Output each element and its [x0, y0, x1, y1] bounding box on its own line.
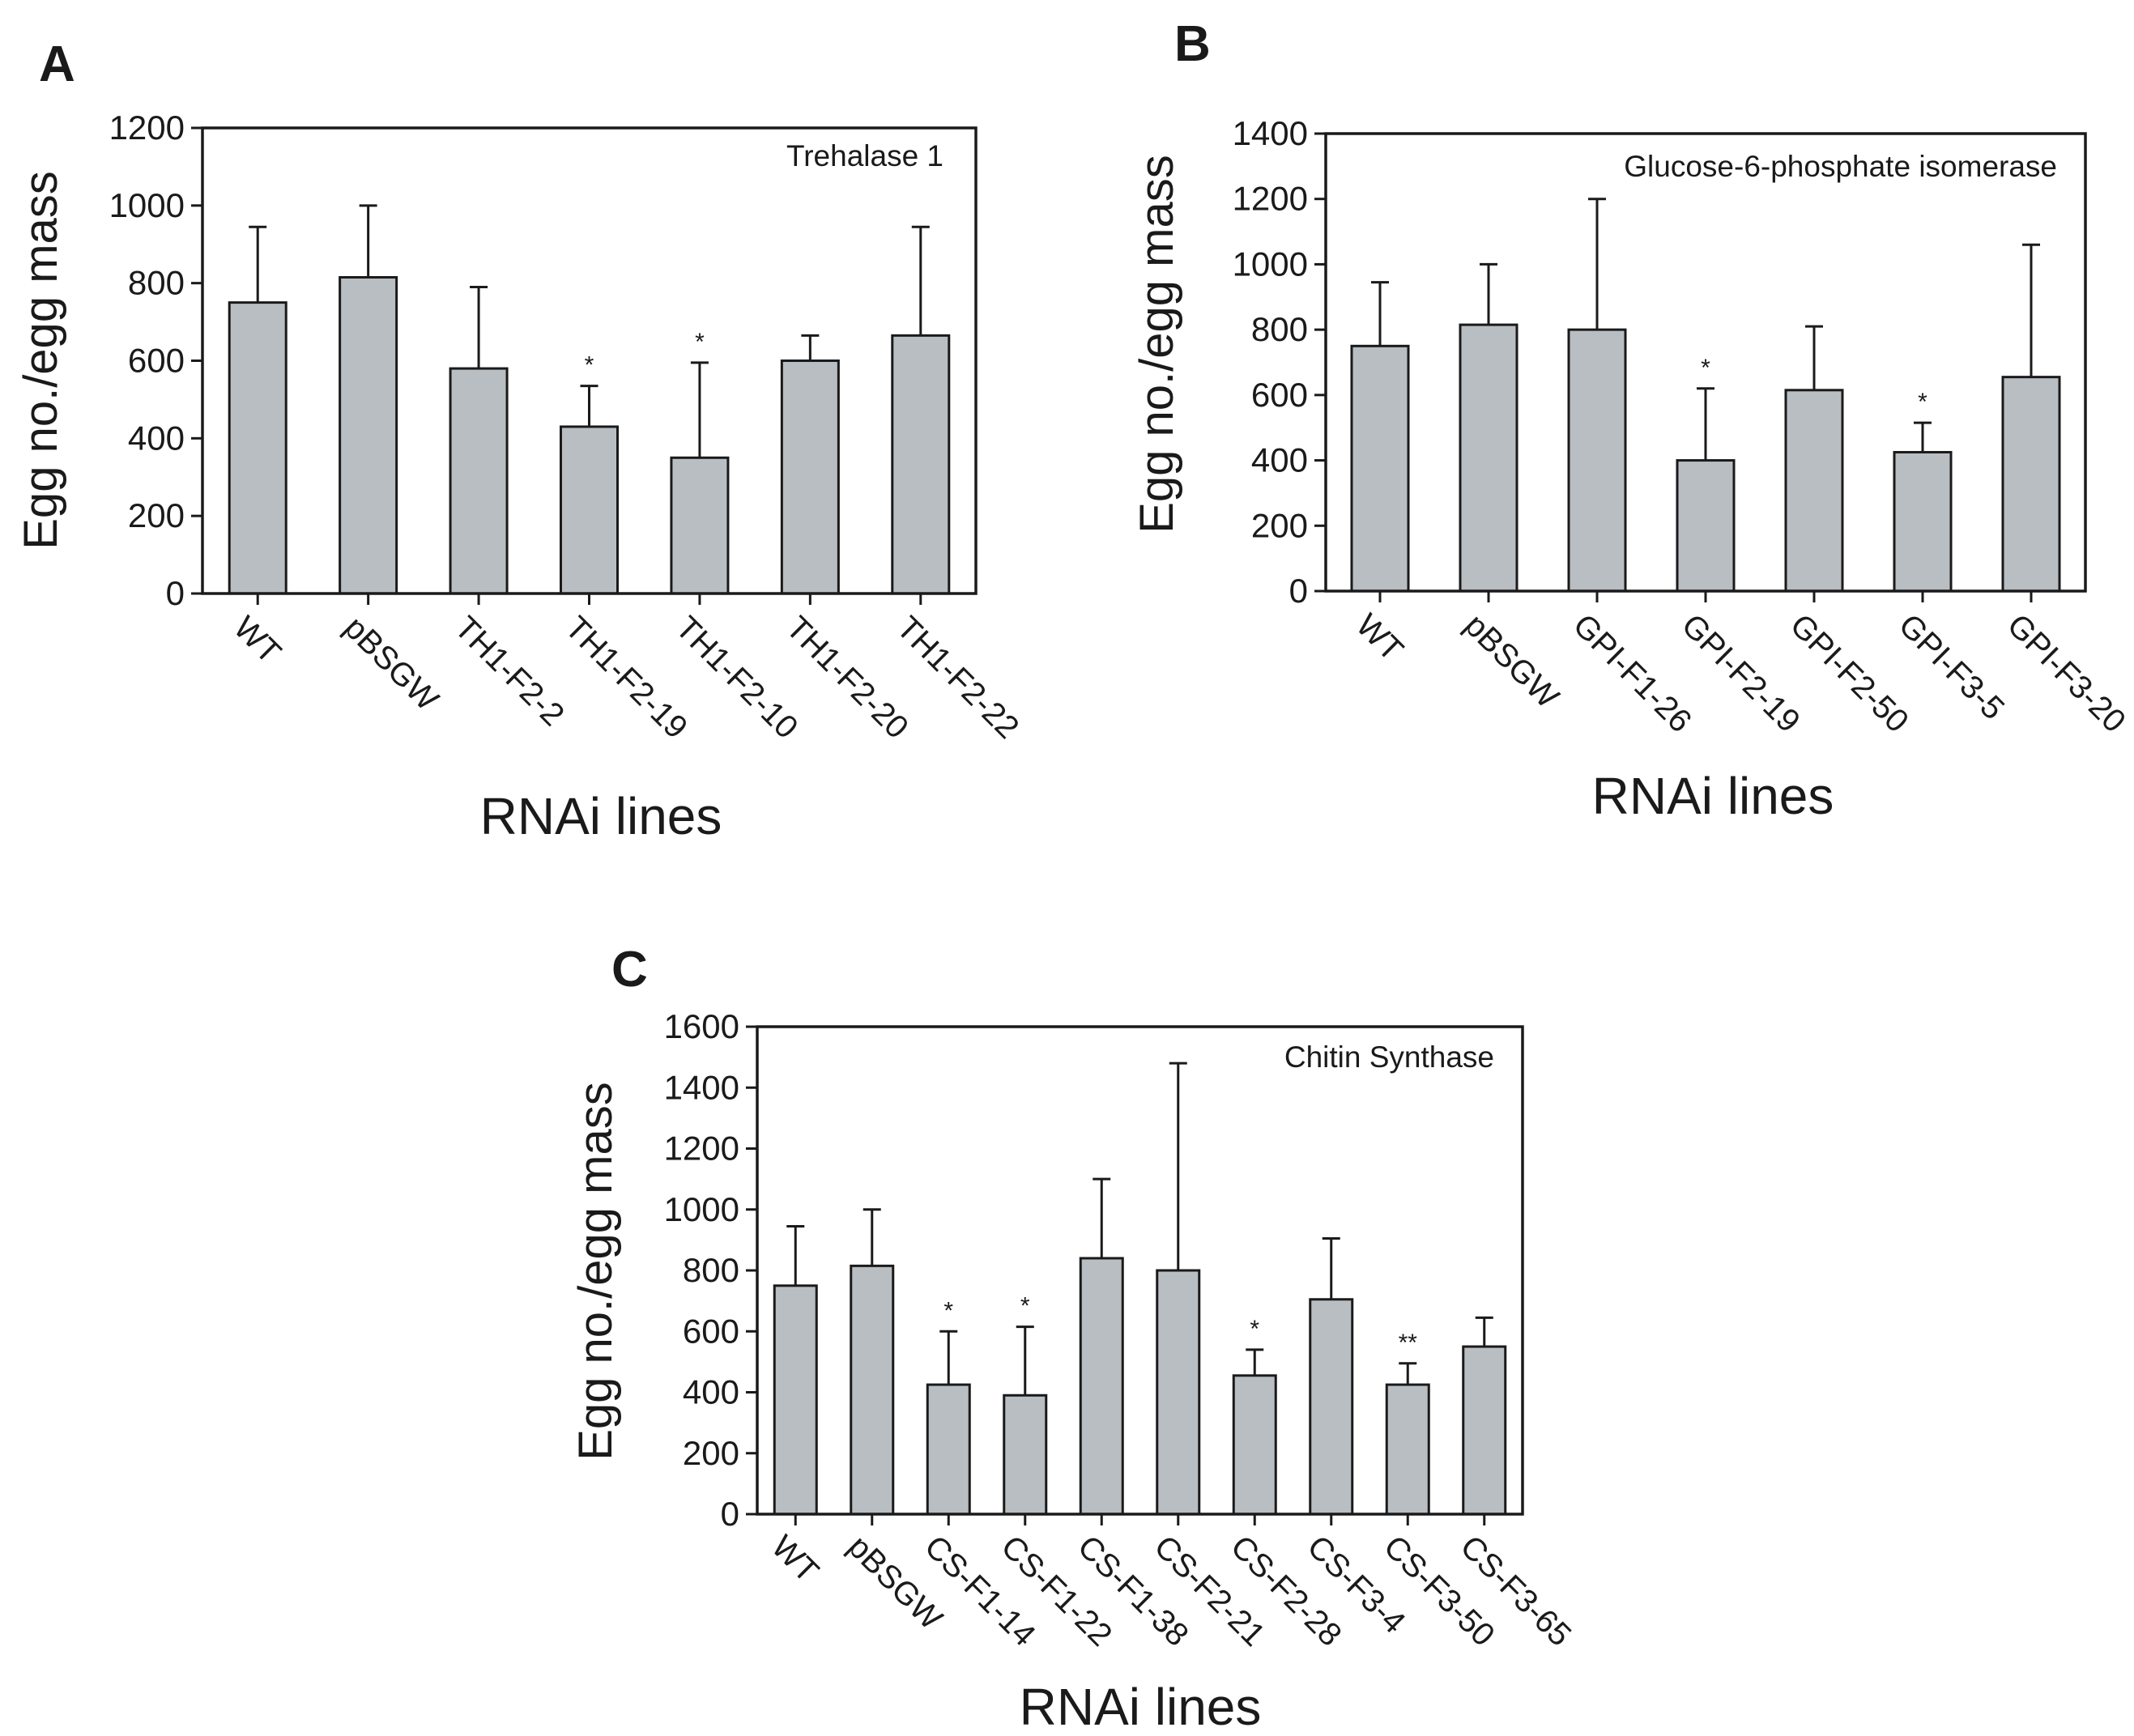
- y-tick-label: 800: [683, 1251, 739, 1289]
- significance-mark: *: [585, 352, 594, 379]
- bar: [1003, 1393, 1048, 1516]
- bar: [670, 456, 730, 595]
- significance-mark: **: [1399, 1330, 1418, 1356]
- panel-letter: B: [1174, 16, 1211, 72]
- bar: [1309, 1298, 1354, 1516]
- y-tick-label: 1200: [1233, 180, 1308, 218]
- category-label: GPI-F2-50: [1783, 607, 1915, 739]
- bar: [773, 1284, 818, 1516]
- bar: [891, 334, 951, 595]
- y-tick-label: 400: [1251, 441, 1308, 479]
- significance-mark: *: [1250, 1316, 1259, 1342]
- y-tick-label: 1000: [109, 186, 185, 224]
- y-tick-label: 1400: [664, 1068, 739, 1106]
- bar: [2001, 376, 2061, 593]
- y-tick-label: 1000: [664, 1190, 739, 1228]
- y-tick-label: 0: [721, 1495, 739, 1533]
- y-tick-label: 0: [1289, 572, 1308, 610]
- y-tick-label: 600: [683, 1312, 739, 1350]
- chart-title: Glucose-6-phosphate isomerase: [1624, 150, 2057, 183]
- y-axis-label: Egg no./egg mass: [1131, 155, 1183, 534]
- bar: [1784, 389, 1844, 593]
- category-label: pBSGW: [337, 610, 445, 717]
- plot-frame: [201, 126, 978, 595]
- category-label: pBSGW: [1458, 607, 1565, 715]
- y-tick-label: 200: [128, 496, 185, 534]
- y-tick-label: 600: [128, 342, 185, 380]
- y-tick-label: 1200: [664, 1130, 739, 1168]
- significance-mark: *: [1701, 355, 1710, 381]
- category-label: WT: [227, 610, 288, 670]
- bar: [780, 360, 840, 595]
- y-tick-label: 1200: [109, 108, 185, 147]
- bar: [1232, 1374, 1277, 1516]
- y-tick-label: 800: [1251, 310, 1308, 348]
- y-tick-label: 200: [683, 1434, 739, 1472]
- bar: [1459, 323, 1519, 593]
- bar: [850, 1264, 895, 1516]
- bar: [449, 367, 509, 595]
- bar: [228, 301, 288, 595]
- y-tick-label: 1600: [664, 1007, 739, 1045]
- y-tick-label: 400: [128, 419, 185, 457]
- bar: [339, 275, 398, 595]
- significance-mark: *: [1020, 1293, 1030, 1320]
- bar: [560, 425, 619, 595]
- chart-title: Trehalase 1: [786, 139, 943, 172]
- plot-frame: [1324, 132, 2087, 593]
- bar: [1567, 328, 1627, 593]
- chart-panel-c: C Chitin Synthase Egg no./egg mass RNAi lin…: [569, 942, 1578, 1736]
- bar: [1350, 344, 1410, 593]
- plot-frame: [756, 1025, 1524, 1516]
- chart-panel-b: B Glucose-6-phosphate isomerase Egg no./eg…: [1131, 16, 2132, 825]
- bar: [1462, 1345, 1507, 1516]
- panel-letter: C: [611, 942, 648, 998]
- significance-mark: *: [695, 329, 705, 355]
- chart-panel-a: A Trehalase 1 Egg no./egg mass RNAi lines 0 2…: [15, 36, 1025, 845]
- x-axis-label: RNAi lines: [480, 787, 722, 845]
- bar: [1893, 450, 1953, 593]
- y-tick-label: 1000: [1233, 245, 1308, 283]
- bar: [926, 1383, 971, 1516]
- panel-letter: A: [39, 36, 75, 92]
- category-label: WT: [1349, 607, 1410, 668]
- bar: [1385, 1383, 1430, 1516]
- bar: [1676, 459, 1736, 593]
- x-axis-label: RNAi lines: [1020, 1678, 1262, 1736]
- y-tick-label: 1400: [1233, 114, 1308, 152]
- y-tick-label: 600: [1251, 376, 1308, 414]
- category-label: TH1-F2-2: [448, 610, 571, 733]
- category-label: GPI-F1-26: [1566, 607, 1698, 739]
- significance-mark: *: [1918, 389, 1927, 415]
- category-label: GPI-F2-19: [1675, 607, 1807, 739]
- bar: [1079, 1257, 1124, 1516]
- y-tick-label: 400: [683, 1373, 739, 1411]
- y-tick-label: 800: [128, 264, 185, 302]
- y-tick-label: 0: [166, 574, 185, 612]
- significance-mark: *: [943, 1297, 953, 1324]
- chart-title: Chitin Synthase: [1284, 1040, 1494, 1074]
- category-label: GPI-F3-20: [2000, 607, 2132, 739]
- x-axis-label: RNAi lines: [1592, 767, 1834, 825]
- y-axis-label: Egg no./egg mass: [15, 171, 67, 550]
- bar: [1156, 1269, 1201, 1516]
- category-label: WT: [765, 1529, 825, 1589]
- y-axis-label: Egg no./egg mass: [569, 1082, 622, 1461]
- y-tick-label: 200: [1251, 506, 1308, 544]
